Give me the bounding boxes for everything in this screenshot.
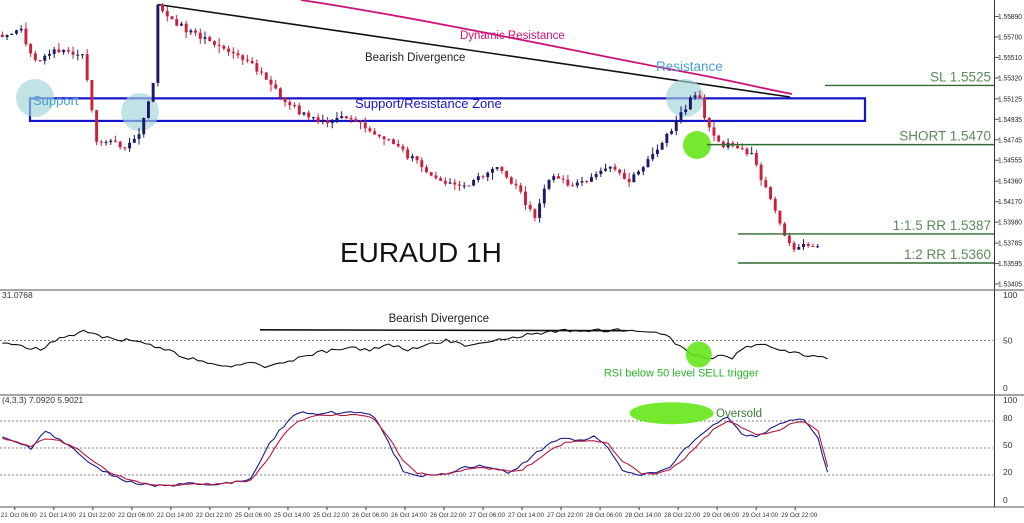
svg-text:1.54935: 1.54935 <box>998 117 1022 124</box>
svg-text:20: 20 <box>1003 467 1013 477</box>
svg-text:1.55510: 1.55510 <box>998 55 1022 62</box>
svg-text:1.54170: 1.54170 <box>998 199 1022 206</box>
svg-text:Oversold: Oversold <box>716 408 762 420</box>
svg-text:21 Oct 06:00: 21 Oct 06:00 <box>1 513 38 519</box>
svg-text:25 Oct 14:00: 25 Oct 14:00 <box>274 513 311 519</box>
svg-text:25 Oct 22:00: 25 Oct 22:00 <box>313 513 350 519</box>
svg-text:1.54555: 1.54555 <box>998 158 1022 165</box>
svg-text:RSI below 50 level SELL trigge: RSI below 50 level SELL trigger <box>604 368 759 380</box>
svg-text:25 Oct 06:00: 25 Oct 06:00 <box>235 513 272 519</box>
svg-text:22 Oct 14:00: 22 Oct 14:00 <box>157 513 194 519</box>
svg-text:28 Oct 22:00: 28 Oct 22:00 <box>664 513 701 519</box>
svg-text:29 Oct 06:00: 29 Oct 06:00 <box>703 513 740 519</box>
svg-text:1.54360: 1.54360 <box>998 179 1022 186</box>
svg-text:1.55700: 1.55700 <box>998 34 1022 41</box>
svg-text:1.55890: 1.55890 <box>998 14 1022 21</box>
svg-text:1.55320: 1.55320 <box>998 75 1022 82</box>
svg-text:1:1.5 RR 1.5387: 1:1.5 RR 1.5387 <box>893 218 991 233</box>
svg-text:1.55125: 1.55125 <box>998 96 1022 103</box>
svg-text:SHORT 1.5470: SHORT 1.5470 <box>899 129 991 144</box>
svg-text:1.53405: 1.53405 <box>998 281 1022 288</box>
svg-text:Resistance: Resistance <box>656 59 723 74</box>
svg-text:Support: Support <box>33 93 79 108</box>
svg-text:1.53980: 1.53980 <box>998 220 1022 227</box>
svg-text:28 Oct 14:00: 28 Oct 14:00 <box>625 513 662 519</box>
svg-text:27 Oct 14:00: 27 Oct 14:00 <box>508 513 545 519</box>
svg-text:100: 100 <box>1003 395 1017 405</box>
svg-text:1:2 RR 1.5360: 1:2 RR 1.5360 <box>904 247 991 262</box>
svg-text:22 Oct 06:00: 22 Oct 06:00 <box>118 513 155 519</box>
svg-text:SL 1.5525: SL 1.5525 <box>930 69 991 84</box>
svg-text:29 Oct 22:00: 29 Oct 22:00 <box>781 513 818 519</box>
svg-text:Dynamic Resistance: Dynamic Resistance <box>460 30 565 42</box>
svg-text:0: 0 <box>1003 383 1008 393</box>
svg-text:21 Oct 14:00: 21 Oct 14:00 <box>40 513 77 519</box>
svg-text:26 Oct 22:00: 26 Oct 22:00 <box>430 513 467 519</box>
svg-text:26 Oct 14:00: 26 Oct 14:00 <box>391 513 428 519</box>
svg-text:Bearish Divergence: Bearish Divergence <box>365 52 465 64</box>
svg-text:1.54745: 1.54745 <box>998 137 1022 144</box>
svg-text:(4,3,3) 7.0920 5.9021: (4,3,3) 7.0920 5.9021 <box>2 395 84 405</box>
svg-text:1.53785: 1.53785 <box>998 241 1022 248</box>
svg-text:27 Oct 22:00: 27 Oct 22:00 <box>547 513 584 519</box>
svg-text:80: 80 <box>1003 413 1013 423</box>
svg-text:22 Oct 22:00: 22 Oct 22:00 <box>196 513 233 519</box>
svg-text:50: 50 <box>1003 440 1013 450</box>
svg-text:EURAUD 1H: EURAUD 1H <box>340 237 502 268</box>
svg-text:Support/Resistance Zone: Support/Resistance Zone <box>355 96 502 111</box>
svg-text:1.53595: 1.53595 <box>998 261 1022 268</box>
svg-text:0: 0 <box>1003 495 1008 505</box>
svg-text:50: 50 <box>1003 336 1013 346</box>
svg-text:Bearish Divergence: Bearish Divergence <box>389 313 489 325</box>
svg-text:26 Oct 06:00: 26 Oct 06:00 <box>352 513 389 519</box>
svg-text:28 Oct 06:00: 28 Oct 06:00 <box>586 513 623 519</box>
svg-text:21 Oct 22:00: 21 Oct 22:00 <box>79 513 116 519</box>
svg-text:100: 100 <box>1003 290 1017 300</box>
svg-text:31.0768: 31.0768 <box>2 290 33 300</box>
svg-text:29 Oct 14:00: 29 Oct 14:00 <box>742 513 779 519</box>
svg-text:27 Oct 06:00: 27 Oct 06:00 <box>469 513 506 519</box>
